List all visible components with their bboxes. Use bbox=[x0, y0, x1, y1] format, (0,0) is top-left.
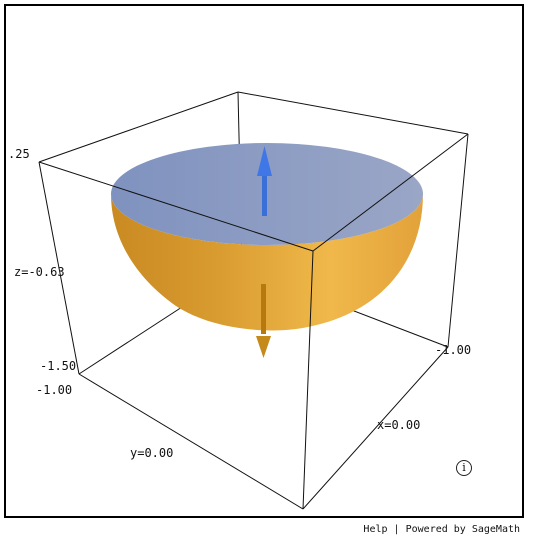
x-min-label: -1.00 bbox=[435, 343, 472, 357]
help-link[interactable]: Help bbox=[363, 524, 388, 535]
hemisphere-surface bbox=[111, 194, 423, 331]
y-mid-label: y=0.00 bbox=[130, 446, 174, 460]
bounding-box-front bbox=[38, 133, 469, 510]
z-min-label: -1.50 bbox=[40, 359, 77, 373]
sage-3d-viewer[interactable]: .25 z=-0.63 -1.50 -1.00 y=0.00 x=0.00 -1… bbox=[4, 4, 524, 518]
footer: Help | Powered by SageMath bbox=[363, 524, 520, 535]
z-mid-label: z=-0.63 bbox=[14, 265, 65, 279]
footer-separator: | bbox=[393, 524, 400, 535]
powered-by-sagemath-link[interactable]: Powered by SageMath bbox=[405, 524, 520, 535]
z-max-label: .25 bbox=[8, 147, 30, 161]
x-mid-label: x=0.00 bbox=[377, 418, 421, 432]
arrow-down-icon bbox=[256, 284, 271, 358]
info-circle-icon[interactable]: i bbox=[456, 460, 472, 476]
3d-scene[interactable] bbox=[6, 6, 522, 516]
y-min-label: -1.00 bbox=[36, 383, 73, 397]
arrow-up-icon bbox=[257, 146, 272, 216]
